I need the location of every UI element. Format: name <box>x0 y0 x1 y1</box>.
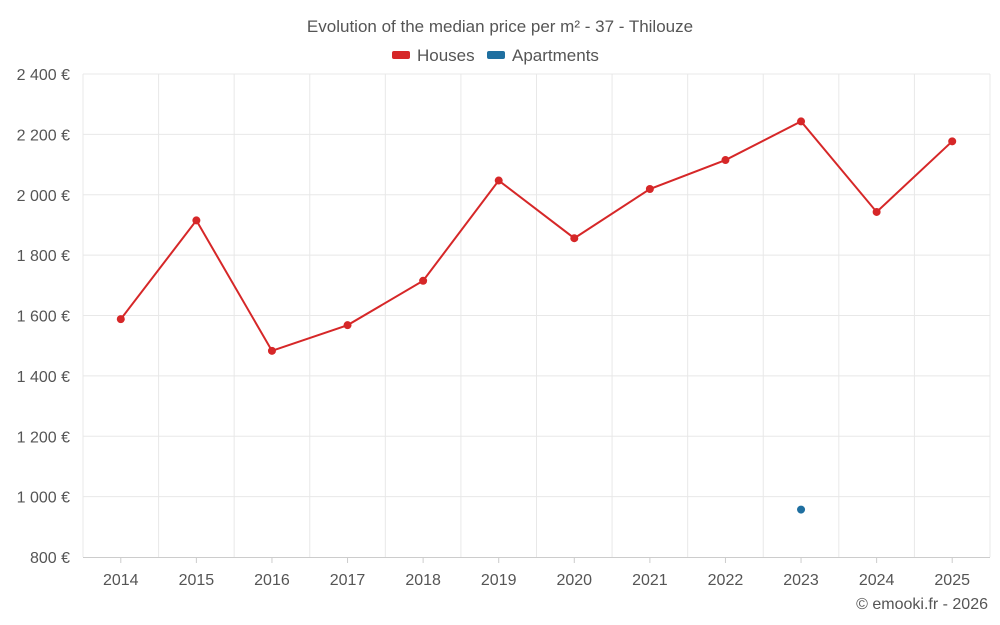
x-tick-label: 2022 <box>708 572 744 589</box>
legend-swatch-apartments <box>487 51 505 59</box>
x-tick-label: 2014 <box>103 572 139 589</box>
x-axis: 2014 2015 2016 2017 2018 2019 2020 2021 2022 2023… <box>83 557 990 589</box>
x-tick-label: 2015 <box>179 572 215 589</box>
y-tick-label: 1 600 € <box>17 309 70 326</box>
data-point-houses-2022[interactable] <box>721 156 730 165</box>
y-axis: 800 € 1 000 € 1 200 € 1 400 € 1 600 € 1 800 €… <box>17 67 70 567</box>
credit-text: © emooki.fr - 2026 <box>856 596 988 613</box>
legend-item-houses[interactable]: Houses <box>392 46 475 65</box>
y-tick-label: 2 400 € <box>17 67 70 84</box>
data-point-houses-2023[interactable] <box>797 117 806 126</box>
data-point-houses-2016[interactable] <box>267 346 276 355</box>
grid <box>82 73 991 557</box>
x-tick-label: 2017 <box>330 572 366 589</box>
data-point-houses-2021[interactable] <box>645 185 654 194</box>
legend: Houses Apartments <box>392 46 599 65</box>
legend-label-houses: Houses <box>417 46 475 65</box>
x-tick-label: 2020 <box>556 572 592 589</box>
x-tick-label: 2018 <box>405 572 441 589</box>
y-tick-label: 2 000 € <box>17 188 70 205</box>
y-tick-label: 1 400 € <box>17 369 70 386</box>
x-tick-label: 2021 <box>632 572 668 589</box>
x-tick-label: 2024 <box>859 572 895 589</box>
y-tick-label: 1 000 € <box>17 490 70 507</box>
series-line-houses <box>119 120 953 353</box>
data-point-houses-2014[interactable] <box>116 315 125 324</box>
y-tick-label: 1 800 € <box>17 248 70 265</box>
x-tick-label: 2025 <box>934 572 970 589</box>
data-point-houses-2019[interactable] <box>494 176 503 185</box>
chart-title: Evolution of the median price per m² - 3… <box>307 17 693 36</box>
data-point-apartments-2023[interactable] <box>797 505 806 514</box>
x-tick-label: 2016 <box>254 572 290 589</box>
y-tick-label: 1 200 € <box>17 429 70 446</box>
y-tick-label: 800 € <box>30 550 70 567</box>
x-tick-label: 2019 <box>481 572 517 589</box>
data-point-houses-2018[interactable] <box>419 276 428 285</box>
legend-item-apartments[interactable]: Apartments <box>487 46 599 65</box>
legend-label-apartments: Apartments <box>512 46 599 65</box>
data-point-houses-2017[interactable] <box>343 321 352 330</box>
data-point-houses-2015[interactable] <box>192 216 201 225</box>
x-tick-label: 2023 <box>783 572 819 589</box>
legend-swatch-houses <box>392 51 410 59</box>
plot-area <box>116 117 957 514</box>
data-point-houses-2024[interactable] <box>872 207 881 216</box>
y-tick-label: 2 200 € <box>17 127 70 144</box>
data-point-houses-2020[interactable] <box>570 234 579 243</box>
data-point-houses-2025[interactable] <box>948 137 957 146</box>
